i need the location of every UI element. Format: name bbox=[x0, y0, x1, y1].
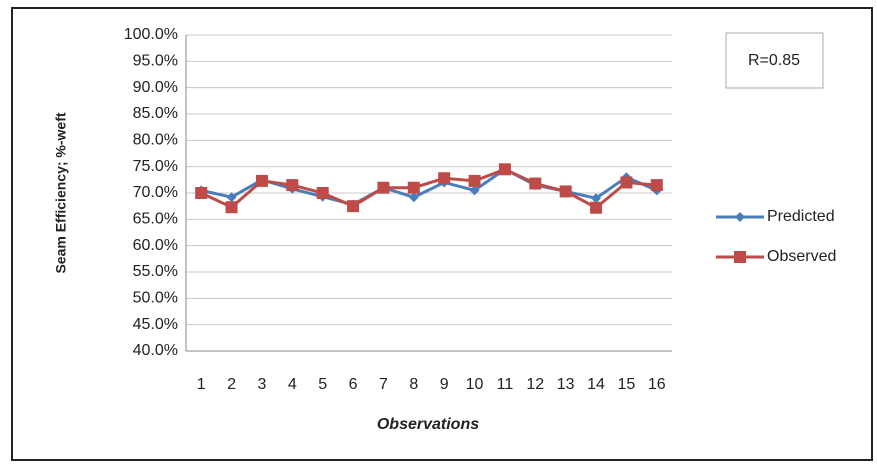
y-tick-label: 65.0% bbox=[133, 211, 178, 228]
x-tick-label: 15 bbox=[618, 376, 636, 393]
x-tick-label: 12 bbox=[526, 376, 544, 393]
y-tick-label: 70.0% bbox=[133, 184, 178, 201]
x-tick-label: 10 bbox=[466, 376, 484, 393]
marker bbox=[255, 174, 268, 187]
marker bbox=[195, 187, 208, 199]
y-tick-label: 40.0% bbox=[133, 342, 178, 359]
series-line bbox=[200, 167, 657, 210]
x-tick-label: 8 bbox=[409, 376, 418, 393]
y-tick-label: 60.0% bbox=[133, 237, 178, 254]
y-tick-label: 100.0% bbox=[124, 26, 178, 43]
x-tick-label: 7 bbox=[379, 376, 388, 393]
y-tick-label: 95.0% bbox=[133, 53, 178, 70]
x-tick-label: 9 bbox=[440, 376, 449, 393]
marker bbox=[225, 201, 238, 214]
annotation: R=0.85 bbox=[748, 52, 800, 69]
marker bbox=[407, 181, 420, 194]
marker bbox=[377, 181, 390, 194]
x-tick-label: 16 bbox=[648, 376, 666, 393]
marker bbox=[469, 185, 480, 196]
x-tick-label: 13 bbox=[557, 376, 575, 393]
marker bbox=[438, 172, 451, 185]
x-tick-label: 4 bbox=[288, 376, 297, 393]
x-tick-label: 6 bbox=[349, 376, 358, 393]
y-tick-label: 50.0% bbox=[133, 290, 178, 307]
marker bbox=[620, 176, 633, 189]
marker bbox=[529, 177, 542, 190]
legend-label: Observed bbox=[767, 248, 836, 265]
annotation-box bbox=[725, 32, 824, 89]
x-tick-label: 14 bbox=[587, 376, 605, 393]
y-tick-label: 80.0% bbox=[133, 132, 178, 149]
y-axis-label: Seam Efficiency; %-weft bbox=[53, 112, 69, 273]
x-tick-label: 3 bbox=[257, 376, 266, 393]
y-tick-label: 55.0% bbox=[133, 263, 178, 280]
marker bbox=[226, 192, 237, 203]
y-tick-label: 85.0% bbox=[133, 105, 178, 122]
marker bbox=[408, 192, 419, 203]
y-tick-label: 75.0% bbox=[133, 158, 178, 175]
x-axis-label: Observations bbox=[377, 416, 479, 433]
legend-label: Predicted bbox=[767, 208, 835, 225]
marker bbox=[559, 185, 572, 198]
x-tick-label: 2 bbox=[227, 376, 236, 393]
x-tick-label: 5 bbox=[318, 376, 327, 393]
x-tick-label: 11 bbox=[497, 376, 514, 393]
marker bbox=[498, 163, 511, 176]
marker bbox=[591, 193, 602, 204]
marker bbox=[347, 200, 360, 213]
marker bbox=[316, 187, 329, 199]
x-tick-label: 1 bbox=[197, 376, 206, 393]
y-tick-label: 45.0% bbox=[133, 316, 178, 333]
marker bbox=[468, 174, 481, 187]
marker bbox=[734, 251, 746, 263]
marker bbox=[590, 201, 603, 214]
marker bbox=[735, 212, 745, 222]
marker bbox=[286, 179, 299, 192]
marker bbox=[650, 179, 663, 192]
y-tick-label: 90.0% bbox=[133, 79, 178, 96]
